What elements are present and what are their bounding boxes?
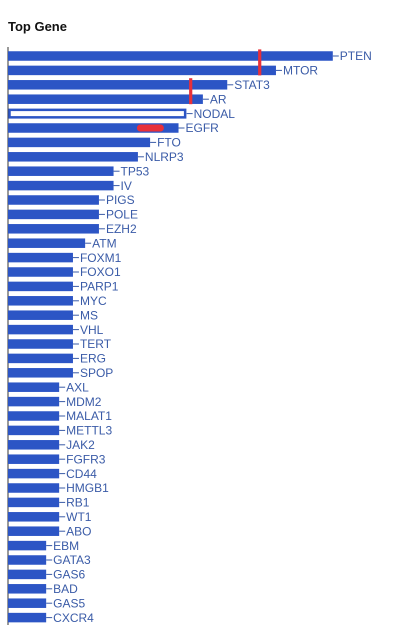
bar-label-spop: SPOP bbox=[80, 366, 113, 380]
bar-ezh2 bbox=[8, 224, 99, 234]
bar-jak2 bbox=[8, 440, 60, 450]
bar-tert bbox=[8, 339, 73, 349]
bar-hmgb1 bbox=[8, 483, 60, 493]
marker-egfr bbox=[136, 124, 164, 132]
bar-bad bbox=[8, 584, 47, 594]
chart-title: Top Gene bbox=[8, 19, 67, 34]
bar-axl bbox=[8, 382, 60, 392]
bar-label-tert: TERT bbox=[80, 337, 112, 351]
bar-label-iv: IV bbox=[121, 179, 132, 193]
bar-label-gas6: GAS6 bbox=[53, 568, 85, 582]
bar-abo bbox=[8, 526, 60, 536]
bar-label-fto: FTO bbox=[157, 136, 181, 150]
bar-mettl3 bbox=[8, 425, 60, 436]
bar-label-mtor: MTOR bbox=[283, 64, 318, 78]
bar-erg bbox=[8, 353, 73, 364]
bar-foxm1 bbox=[8, 252, 73, 263]
bar-label-myc: MYC bbox=[80, 294, 107, 308]
bar-stat3 bbox=[8, 80, 228, 90]
bar-label-foxm1: FOXM1 bbox=[80, 251, 122, 265]
bar-fgfr3 bbox=[8, 454, 60, 464]
bar-label-jak2: JAK2 bbox=[66, 438, 95, 452]
bar-mdm2 bbox=[8, 396, 60, 407]
bar-foxo1 bbox=[8, 267, 73, 277]
bar-label-egfr: EGFR bbox=[186, 121, 220, 135]
bar-pole bbox=[8, 209, 99, 220]
bar-label-nodal: NODAL bbox=[194, 107, 236, 121]
bar-label-cd44: CD44 bbox=[66, 467, 97, 481]
bar-nlrp3 bbox=[8, 152, 138, 162]
bar-label-axl: AXL bbox=[66, 380, 89, 394]
bar-label-gata3: GATA3 bbox=[53, 553, 91, 567]
bar-label-erg: ERG bbox=[80, 352, 106, 366]
bar-wt1 bbox=[8, 512, 60, 522]
bar-gas5 bbox=[8, 598, 47, 608]
bar-label-ebm: EBM bbox=[53, 539, 79, 553]
bar-label-parp1: PARP1 bbox=[80, 280, 119, 294]
bar-rb1 bbox=[8, 497, 60, 508]
bar-atm bbox=[8, 238, 86, 248]
bar-pten bbox=[8, 51, 333, 61]
bar-fto bbox=[8, 137, 151, 148]
bar-label-foxo1: FOXO1 bbox=[80, 265, 121, 279]
bar-spop bbox=[8, 368, 73, 378]
marker-ar bbox=[189, 78, 193, 105]
bar-egfr bbox=[8, 123, 179, 133]
bar-ms bbox=[8, 310, 73, 320]
bar-cd44 bbox=[8, 468, 60, 479]
bar-label-tp53: TP53 bbox=[121, 164, 150, 178]
bar-ar bbox=[8, 94, 203, 104]
bar-label-ezh2: EZH2 bbox=[106, 222, 137, 236]
bar-label-ms: MS bbox=[80, 308, 98, 322]
bar-ebm bbox=[8, 540, 47, 551]
bar-label-fgfr3: FGFR3 bbox=[66, 452, 106, 466]
bar-label-rb1: RB1 bbox=[66, 496, 90, 510]
bar-label-vhl: VHL bbox=[80, 323, 104, 337]
bar-label-abo: ABO bbox=[66, 524, 91, 538]
bar-label-ar: AR bbox=[210, 92, 227, 106]
marker-mtor bbox=[258, 49, 262, 76]
bar-tp53 bbox=[8, 166, 114, 176]
bar-label-malat1: MALAT1 bbox=[66, 409, 112, 423]
bar-label-gas5: GAS5 bbox=[53, 596, 85, 610]
bar-malat1 bbox=[8, 411, 60, 421]
bar-iv bbox=[8, 180, 114, 191]
bar-gata3 bbox=[8, 555, 47, 565]
bar-label-stat3: STAT3 bbox=[234, 78, 270, 92]
bar-myc bbox=[8, 296, 73, 306]
bar-gas6 bbox=[8, 569, 47, 580]
bar-mtor bbox=[8, 65, 276, 76]
bar-parp1 bbox=[8, 281, 73, 292]
bar-label-mdm2: MDM2 bbox=[66, 395, 102, 409]
bar-label-atm: ATM bbox=[92, 236, 116, 250]
bar-vhl bbox=[8, 324, 73, 335]
bar-label-pole: POLE bbox=[106, 208, 138, 222]
bar-label-pten: PTEN bbox=[340, 49, 372, 63]
bar-label-pigs: PIGS bbox=[106, 193, 135, 207]
bar-label-bad: BAD bbox=[53, 582, 78, 596]
bar-cxcr4 bbox=[8, 612, 47, 623]
bar-label-wt1: WT1 bbox=[66, 510, 92, 524]
bar-label-mettl3: METTL3 bbox=[66, 424, 112, 438]
bar-nodal bbox=[8, 108, 187, 119]
bar-pigs bbox=[8, 195, 99, 205]
bar-label-cxcr4: CXCR4 bbox=[53, 611, 94, 625]
bar-label-nlrp3: NLRP3 bbox=[145, 150, 184, 164]
bar-label-hmgb1: HMGB1 bbox=[66, 481, 109, 495]
